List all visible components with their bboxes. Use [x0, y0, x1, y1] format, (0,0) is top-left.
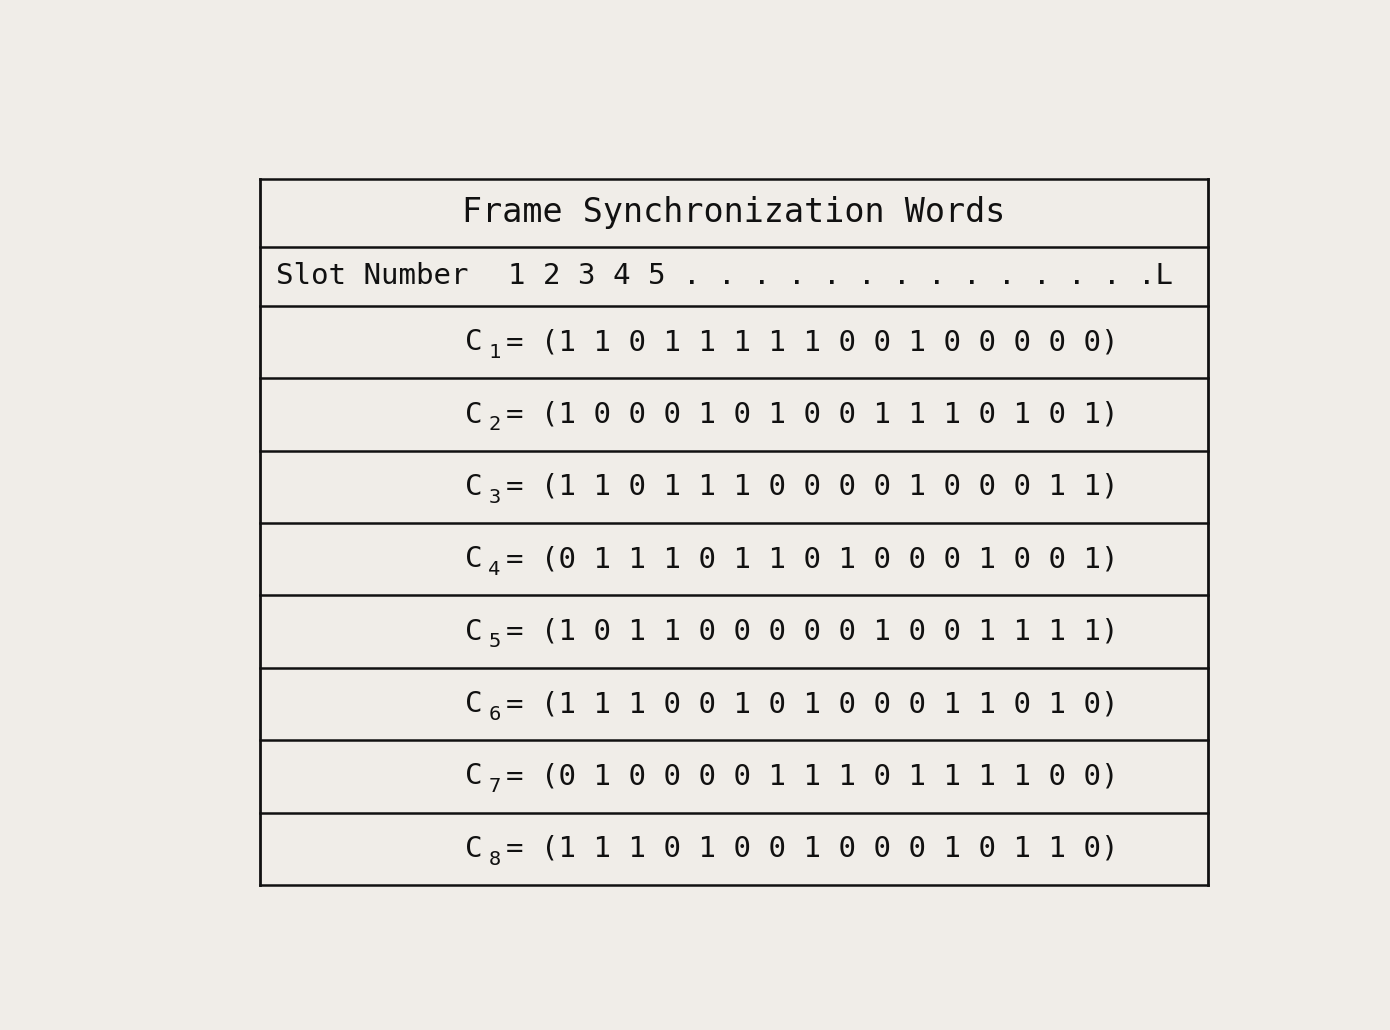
Text: = (0 1 0 0 0 0 1 1 1 0 1 1 1 1 0 0): = (0 1 0 0 0 0 1 1 1 0 1 1 1 1 0 0) — [506, 762, 1118, 790]
Text: 7: 7 — [488, 778, 500, 796]
Text: Frame Synchronization Words: Frame Synchronization Words — [463, 197, 1005, 230]
Text: = (1 1 0 1 1 1 0 0 0 0 1 0 0 0 1 1): = (1 1 0 1 1 1 0 0 0 0 1 0 0 0 1 1) — [506, 473, 1118, 501]
Text: C: C — [464, 618, 482, 646]
Text: 4: 4 — [488, 560, 500, 579]
Text: = (1 1 1 0 0 1 0 1 0 0 0 1 1 0 1 0): = (1 1 1 0 0 1 0 1 0 0 0 1 1 0 1 0) — [506, 690, 1118, 718]
Text: C: C — [464, 690, 482, 718]
Text: C: C — [464, 762, 482, 790]
Text: = (1 0 0 0 1 0 1 0 0 1 1 1 0 1 0 1): = (1 0 0 0 1 0 1 0 0 1 1 1 0 1 0 1) — [506, 401, 1118, 428]
Text: C: C — [464, 545, 482, 574]
Text: 5: 5 — [488, 632, 500, 652]
Text: 3: 3 — [488, 488, 500, 507]
Text: C: C — [464, 329, 482, 356]
Text: = (1 1 0 1 1 1 1 1 0 0 1 0 0 0 0 0): = (1 1 0 1 1 1 1 1 0 0 1 0 0 0 0 0) — [506, 329, 1118, 356]
Text: C: C — [464, 473, 482, 501]
Text: 2: 2 — [488, 415, 500, 435]
Text: = (1 0 1 1 0 0 0 0 0 1 0 0 1 1 1 1): = (1 0 1 1 0 0 0 0 0 1 0 0 1 1 1 1) — [506, 618, 1118, 646]
Text: C: C — [464, 401, 482, 428]
Text: Slot Number: Slot Number — [277, 263, 468, 290]
Text: 1 2 3 4 5 . . . . . . . . . . . . . .L: 1 2 3 4 5 . . . . . . . . . . . . . .L — [507, 263, 1173, 290]
Text: 1: 1 — [488, 343, 500, 362]
Text: C: C — [464, 834, 482, 863]
Bar — [260, 179, 1208, 885]
Text: 6: 6 — [488, 705, 500, 724]
Text: = (0 1 1 1 0 1 1 0 1 0 0 0 1 0 0 1): = (0 1 1 1 0 1 1 0 1 0 0 0 1 0 0 1) — [506, 545, 1118, 574]
Text: 8: 8 — [488, 850, 500, 868]
Text: = (1 1 1 0 1 0 0 1 0 0 0 1 0 1 1 0): = (1 1 1 0 1 0 0 1 0 0 0 1 0 1 1 0) — [506, 834, 1118, 863]
